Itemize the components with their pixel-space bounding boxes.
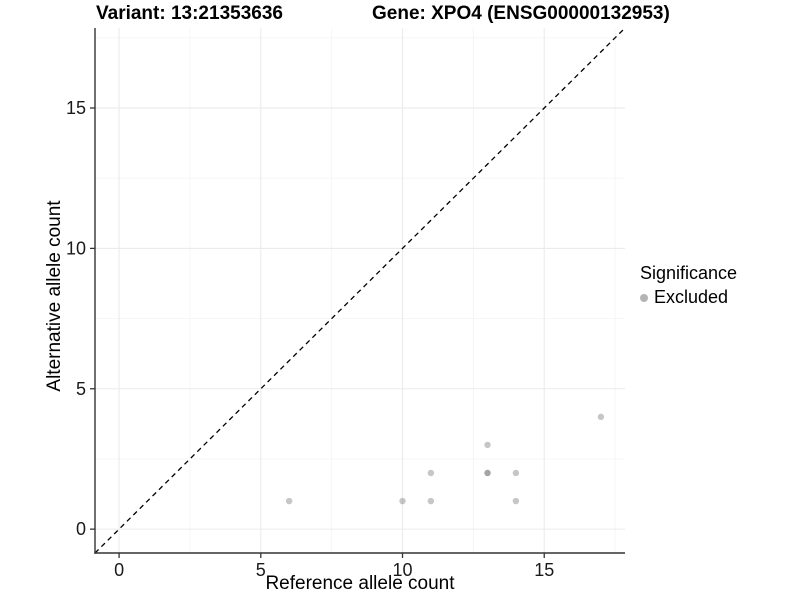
y-tick-label: 5 [76, 379, 86, 399]
excluded-point-icon [640, 293, 648, 302]
y-axis-title: Alternative allele count [44, 200, 65, 392]
y-tick-label: 10 [66, 238, 86, 258]
data-point [285, 497, 293, 505]
x-tick-label: 15 [534, 560, 554, 580]
y-tick-label: 0 [76, 519, 86, 539]
legend-entry-excluded: Excluded [640, 287, 737, 308]
x-tick-label: 0 [114, 560, 124, 580]
gene-title: Gene: XPO4 (ENSG00000132953) [372, 3, 670, 24]
data-point [512, 469, 520, 477]
data-point [512, 497, 520, 505]
data-point [484, 441, 491, 449]
data-point [427, 469, 435, 477]
data-point [597, 413, 605, 421]
x-tick-label: 5 [256, 560, 266, 580]
x-tick-label: 10 [392, 560, 412, 580]
variant-title: Variant: 13:21353636 [96, 3, 283, 24]
x-axis-title: Reference allele count [265, 573, 455, 594]
legend: Significance Excluded [640, 263, 737, 308]
data-point [484, 469, 491, 477]
legend-title: Significance [640, 263, 738, 283]
data-point [399, 497, 406, 505]
identity-line [94, 27, 626, 554]
y-tick-label: 15 [66, 98, 86, 118]
data-point [427, 497, 435, 505]
legend-entry-label: Excluded [654, 287, 729, 307]
data-point [484, 469, 491, 477]
